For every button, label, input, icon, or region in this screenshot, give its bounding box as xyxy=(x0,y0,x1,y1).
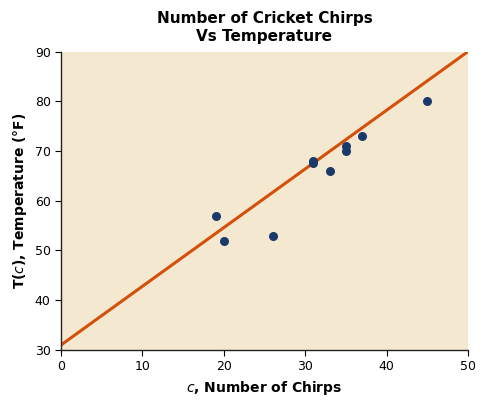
Title: Number of Cricket Chirps
Vs Temperature: Number of Cricket Chirps Vs Temperature xyxy=(157,11,373,44)
Point xyxy=(358,133,366,140)
Point xyxy=(309,158,317,164)
Point xyxy=(309,160,317,167)
Point xyxy=(269,232,277,239)
Point xyxy=(342,143,350,149)
X-axis label: $c$, Number of Chirps: $c$, Number of Chirps xyxy=(187,379,343,397)
Y-axis label: T($c$), Temperature (°F): T($c$), Temperature (°F) xyxy=(11,113,29,289)
Point xyxy=(423,98,431,104)
Point xyxy=(220,237,228,244)
Point xyxy=(326,168,334,174)
Point xyxy=(212,213,220,219)
Point xyxy=(342,148,350,154)
